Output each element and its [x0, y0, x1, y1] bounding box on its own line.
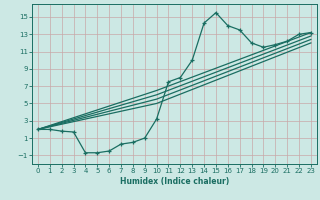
X-axis label: Humidex (Indice chaleur): Humidex (Indice chaleur) [120, 177, 229, 186]
